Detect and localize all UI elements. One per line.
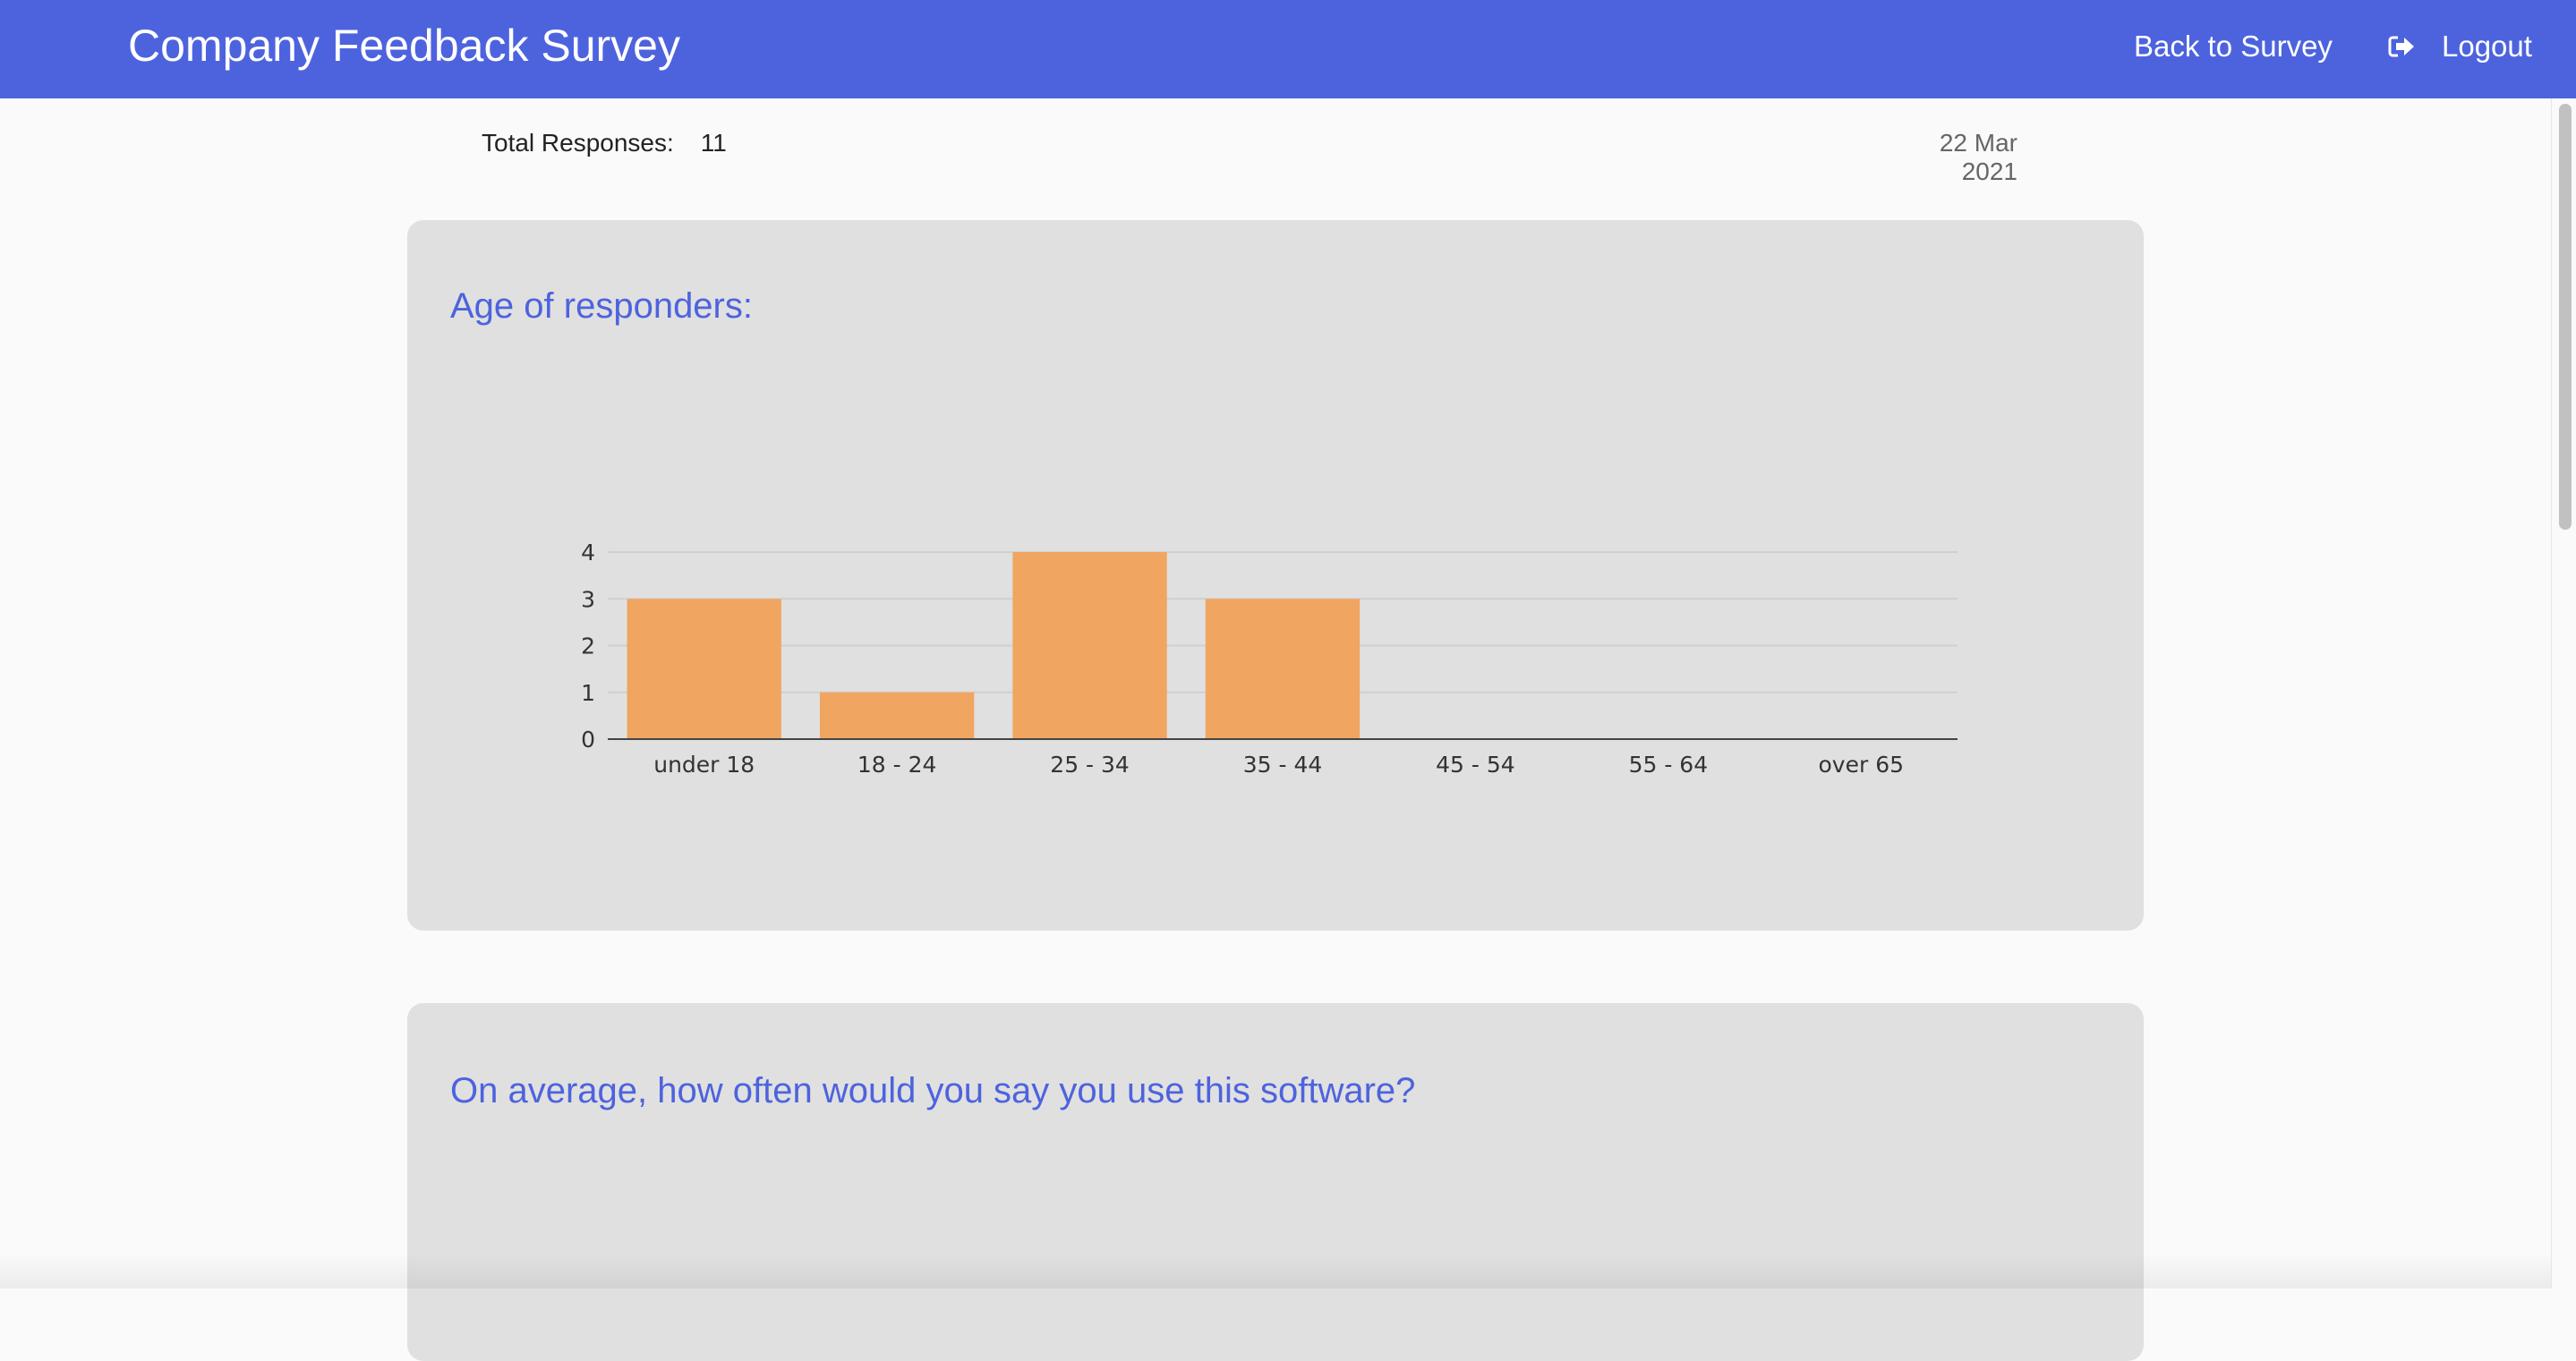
x-tick-label: 55 - 64 <box>1629 752 1709 778</box>
x-tick-label: under 18 <box>653 752 755 778</box>
scrollbar[interactable] <box>2551 98 2576 1289</box>
bar <box>819 692 975 739</box>
x-tick-label: 35 - 44 <box>1243 752 1323 778</box>
usage-chart-card: On average, how often would you say you … <box>407 1003 2144 1361</box>
card-title: Age of responders: <box>450 286 753 326</box>
total-responses-label: Total Responses: <box>482 129 674 157</box>
age-chart-card: Age of responders: 0 1 2 3 4 under 18 18 - 24 2… <box>407 220 2144 931</box>
total-responses-value: 11 <box>700 129 727 157</box>
x-tick-label: 25 - 34 <box>1050 752 1130 778</box>
x-tick-label: 18 - 24 <box>857 752 937 778</box>
logout-label: Logout <box>2442 30 2532 63</box>
y-tick-label: 1 <box>581 680 595 706</box>
total-responses: Total Responses: 11 <box>482 129 727 157</box>
card-title: On average, how often would you say you … <box>450 1071 1416 1110</box>
bar <box>1205 599 1361 739</box>
x-tick-label: 45 - 54 <box>1436 752 1515 778</box>
y-tick-label: 4 <box>581 540 595 566</box>
y-tick-label: 2 <box>581 634 595 659</box>
bar <box>1012 552 1167 739</box>
y-tick-label: 0 <box>581 727 595 753</box>
back-to-survey-link[interactable]: Back to Survey <box>2134 30 2333 63</box>
app-title: Company Feedback Survey <box>128 21 680 71</box>
logout-icon <box>2388 36 2414 57</box>
scrollbar-thumb[interactable] <box>2559 104 2572 530</box>
report-date: 22 Mar 2021 <box>1939 129 2017 185</box>
logout-button[interactable]: Logout <box>2388 30 2532 64</box>
y-tick-label: 3 <box>581 586 595 612</box>
bar <box>627 599 781 739</box>
x-tick-label: over 65 <box>1819 752 1905 778</box>
top-bar: Company Feedback Survey Back to Survey L… <box>0 0 2576 98</box>
age-bar-chart: 0 1 2 3 4 under 18 18 - 24 25 - 34 35 - 44 45 - 5… <box>581 540 1958 778</box>
